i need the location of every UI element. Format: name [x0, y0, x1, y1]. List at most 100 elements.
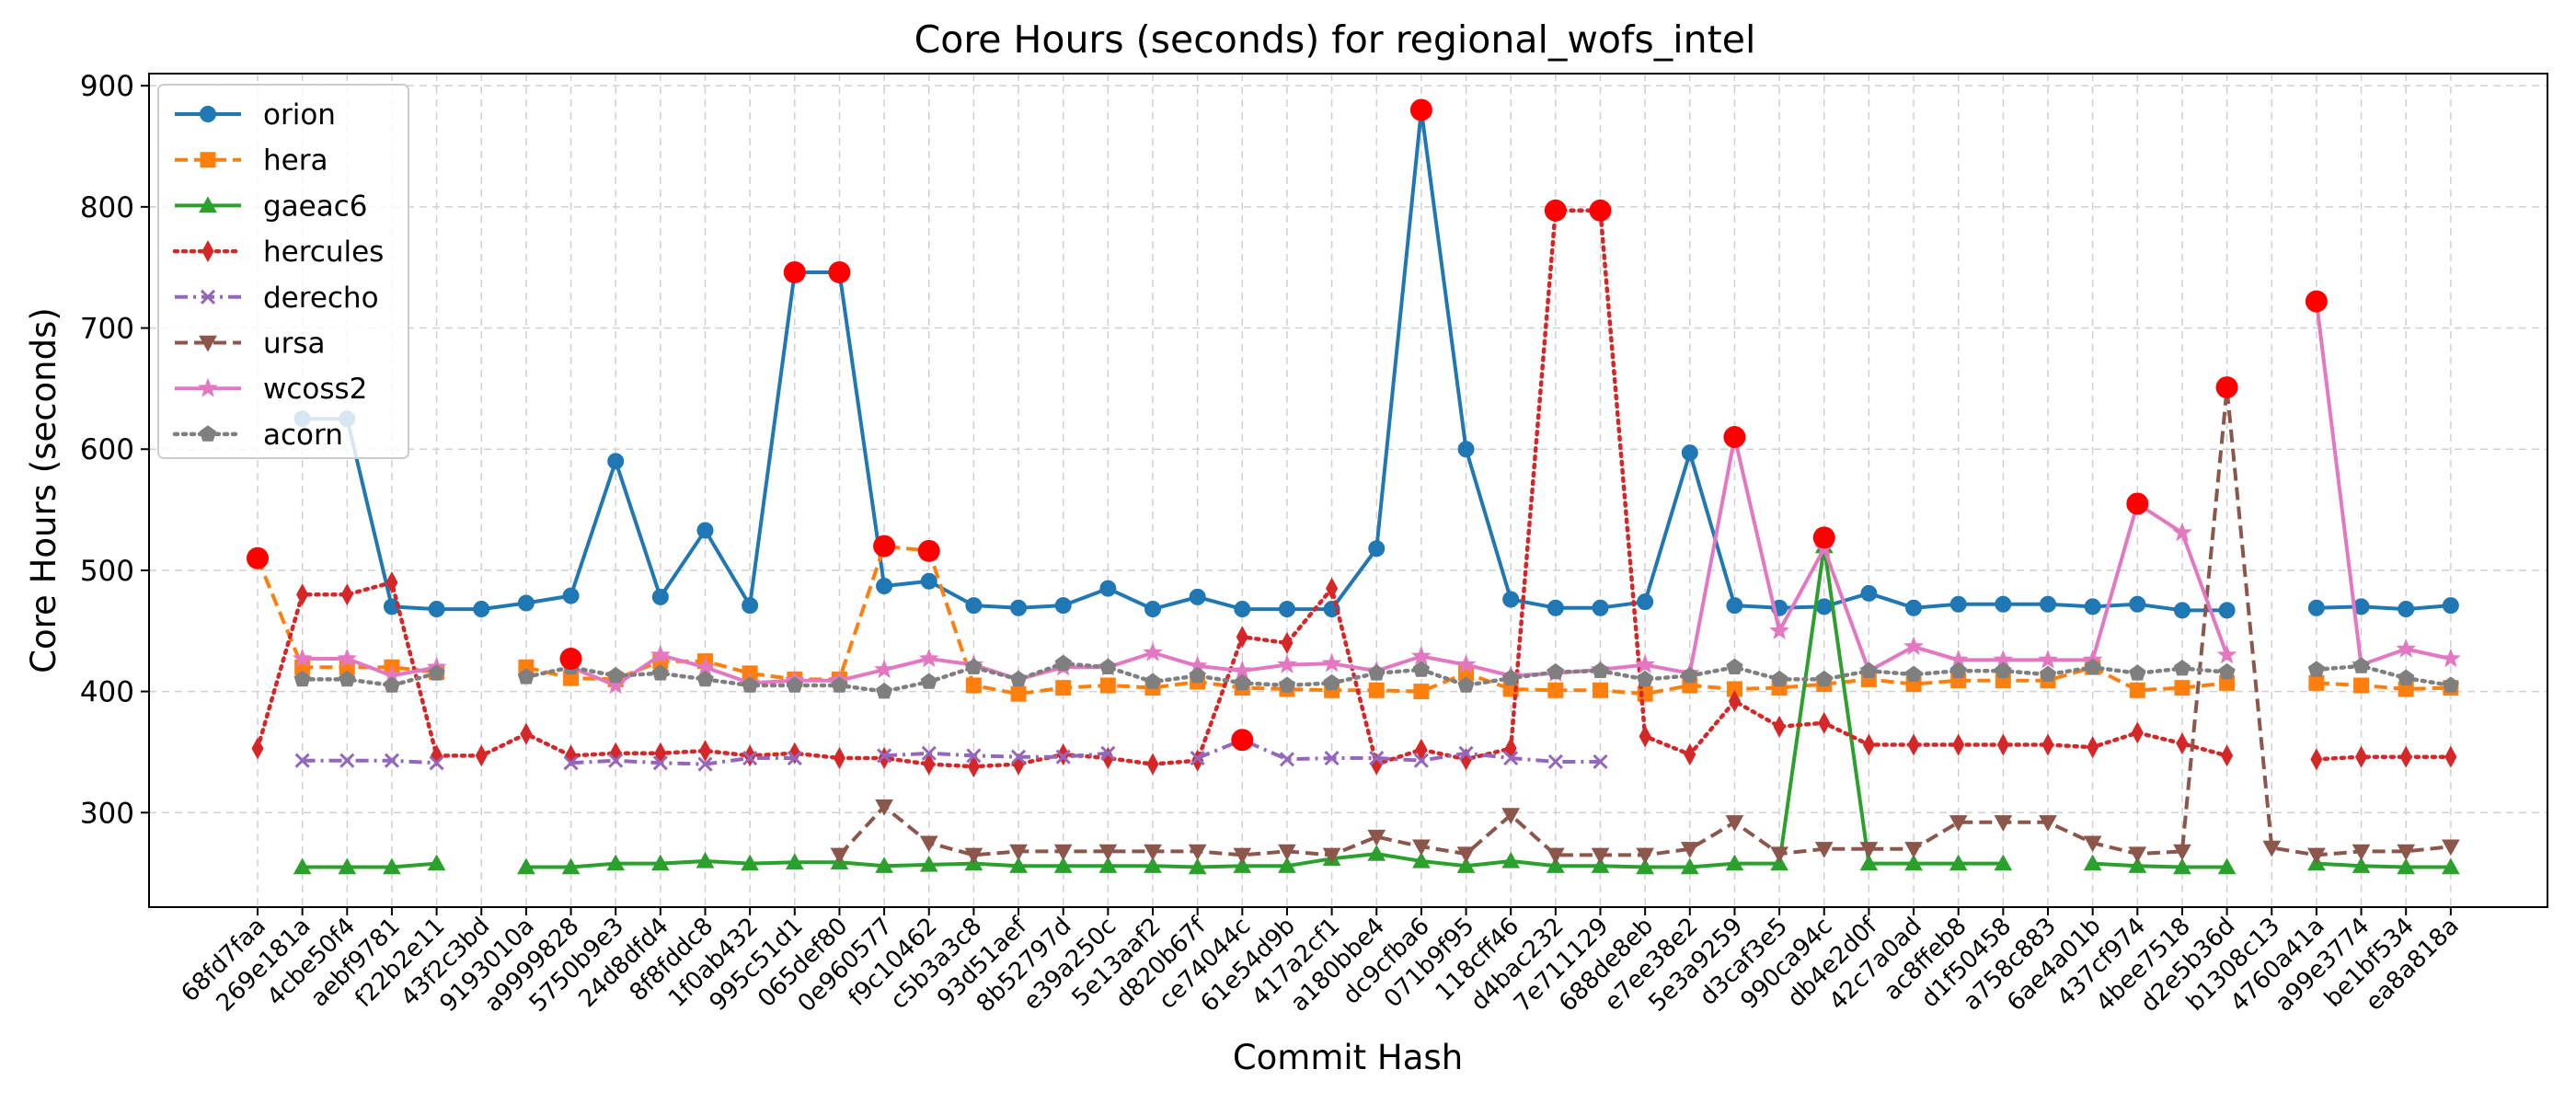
- data-point-derecho: [1055, 749, 1071, 765]
- data-point-acorn: [2084, 658, 2101, 674]
- data-point-hercules: [2087, 736, 2099, 759]
- data-point-orion: [1860, 584, 1878, 602]
- data-point-orion: [1815, 598, 1833, 615]
- data-point-ursa: [1412, 839, 1431, 857]
- data-point-orion: [696, 522, 714, 539]
- data-point-derecho: [1413, 753, 1429, 768]
- data-point-derecho: [1458, 745, 1474, 761]
- data-point-wcoss2: [2396, 638, 2417, 658]
- data-point-hercules: [475, 744, 488, 767]
- data-point-acorn: [339, 670, 356, 687]
- data-point-acorn: [1637, 670, 1654, 687]
- data-point-hercules: [2354, 745, 2368, 768]
- data-point-wcoss2: [1903, 636, 1924, 656]
- data-point-acorn: [1009, 670, 1028, 687]
- data-point-hercules: [520, 722, 533, 745]
- data-point-wcoss2: [918, 648, 939, 668]
- data-point-hercules: [2444, 745, 2457, 768]
- data-point-hera: [1010, 685, 1027, 702]
- data-point-hercules: [1684, 743, 1696, 766]
- data-point-acorn: [1770, 670, 1788, 687]
- data-point-gaeac6: [2173, 857, 2191, 875]
- data-point-orion: [1726, 597, 1743, 615]
- data-point-hercules: [2041, 733, 2054, 756]
- data-point-ursa: [1725, 815, 1744, 832]
- data-point-gaeac6: [1053, 857, 1073, 873]
- data-point-derecho: [1324, 750, 1340, 766]
- data-point-gaeac6: [1636, 857, 1654, 875]
- data-point-ursa: [2442, 839, 2460, 857]
- data-point-gaeac6: [1859, 854, 1879, 871]
- data-point-orion: [1010, 599, 1028, 616]
- data-point-ursa: [1367, 829, 1386, 846]
- data-point-hercules: [251, 737, 264, 760]
- data-point-acorn: [1144, 673, 1162, 689]
- highlight-point: [247, 546, 269, 569]
- data-point-gaeac6: [1547, 857, 1565, 873]
- data-point-orion: [1144, 601, 1161, 618]
- data-point-hercules: [833, 746, 846, 770]
- data-point-derecho: [339, 753, 355, 768]
- data-point-gaeac6: [517, 857, 535, 875]
- data-point-hercules: [1146, 753, 1159, 776]
- legend-entry-orion: orion: [175, 98, 336, 132]
- data-point-acorn: [2218, 662, 2236, 680]
- data-point-orion: [1949, 595, 1967, 613]
- data-point-ursa: [1547, 847, 1565, 865]
- data-point-acorn: [875, 682, 893, 699]
- data-point-derecho: [1010, 749, 1027, 765]
- data-point-wcoss2: [1769, 620, 1789, 639]
- data-point-acorn: [1502, 669, 1520, 685]
- data-point-gaeac6: [2083, 854, 2102, 871]
- data-point-acorn: [1681, 666, 1698, 684]
- data-point-ursa: [1233, 847, 1252, 865]
- data-point-wcoss2: [605, 674, 627, 695]
- data-point-gaeac6: [919, 855, 938, 872]
- data-point-hercules: [2176, 732, 2189, 755]
- data-point-wcoss2: [2172, 522, 2192, 542]
- y-axis: 300 400 500 600 700 800 900: [80, 70, 149, 830]
- legend-entry-hercules: hercules: [172, 236, 384, 269]
- legend-entry-wcoss2: wcoss2: [175, 373, 367, 406]
- data-point-derecho: [921, 745, 937, 761]
- data-point-gaeac6: [1994, 854, 2013, 871]
- data-point-gaeac6: [1367, 845, 1386, 861]
- data-point-orion: [876, 578, 893, 595]
- data-point-hercules: [2399, 745, 2412, 768]
- data-point-acorn: [2398, 669, 2415, 685]
- legend: orion hera gaeac6 hercules derecho ursa wcoss2…: [157, 84, 409, 459]
- highlight-layer: [247, 98, 2328, 752]
- data-point-wcoss2: [2038, 649, 2058, 669]
- data-point-hercules: [1952, 733, 1965, 756]
- data-point-acorn: [293, 670, 311, 687]
- data-point-ursa: [1770, 846, 1788, 864]
- legend-entry-gaeac6: gaeac6: [175, 190, 368, 223]
- y-tick-label: 400: [80, 676, 134, 709]
- data-point-hercules: [923, 753, 936, 776]
- data-point-orion: [1054, 597, 1072, 615]
- data-point-ursa: [2262, 840, 2282, 857]
- data-point-hercules: [1326, 577, 1339, 600]
- data-point-derecho: [1190, 750, 1205, 766]
- data-point-acorn: [1457, 676, 1475, 693]
- data-point-orion: [1502, 591, 1520, 608]
- data-point-acorn: [1054, 654, 1072, 672]
- data-point-gaeac6: [383, 857, 401, 875]
- data-point-gaeac6: [1098, 857, 1118, 873]
- data-point-ursa: [1904, 842, 1923, 858]
- data-point-acorn: [831, 676, 848, 693]
- data-point-acorn: [2307, 661, 2326, 677]
- data-point-gaeac6: [606, 854, 626, 871]
- data-point-hercules: [2310, 748, 2323, 771]
- data-point-ursa: [1814, 842, 1834, 858]
- data-point-ursa: [1636, 847, 1654, 865]
- data-point-wcoss2: [1635, 654, 1656, 673]
- data-point-ursa: [1680, 842, 1699, 858]
- data-point-gaeac6: [1591, 857, 1610, 873]
- legend-entry-hera: hera: [175, 144, 328, 178]
- data-point-orion: [1278, 601, 1295, 618]
- data-point-hera: [2308, 674, 2325, 691]
- data-point-ursa: [1859, 842, 1879, 858]
- series-line-gaeac6: [302, 544, 2451, 869]
